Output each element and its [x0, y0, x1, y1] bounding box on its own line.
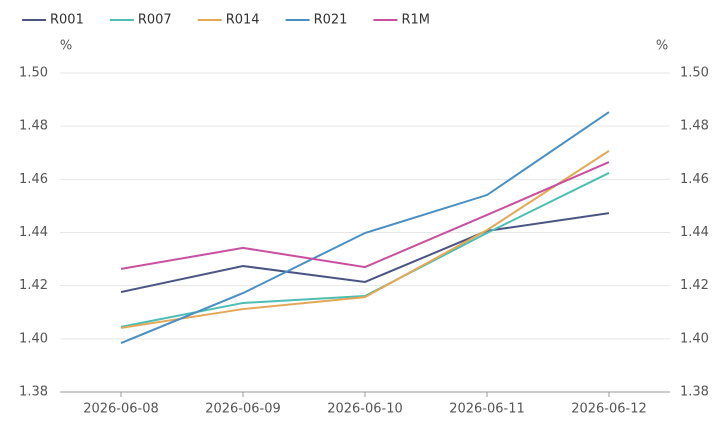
y2-tick-label: 1.48 [680, 119, 709, 134]
series-line [120, 150, 610, 329]
y-tick-label: 1.44 [19, 225, 48, 240]
y2-unit: % [656, 39, 668, 54]
y-tick-label: 1.46 [19, 172, 48, 187]
series-line [120, 212, 610, 294]
legend-label: R007 [138, 13, 172, 28]
legend-label: R1M [401, 13, 430, 28]
series-line [120, 172, 610, 328]
legend: R001 R007 R014 R021 R1M [22, 13, 430, 28]
x-tick-label: 2026-06-11 [449, 402, 525, 417]
y-tick-label: 1.50 [19, 66, 48, 81]
y-tick-label: 1.42 [19, 278, 48, 293]
y2-tick-label: 1.40 [680, 331, 709, 346]
y2-tick-label: 1.44 [680, 225, 709, 240]
y2-tick-label: 1.42 [680, 278, 709, 293]
legend-label: R001 [50, 13, 84, 28]
x-tick-label: 2026-06-09 [205, 402, 281, 417]
y-tick-label: 1.40 [19, 331, 48, 346]
series-line [120, 111, 610, 345]
x-tick-label: 2026-06-12 [571, 402, 647, 417]
legend-label: R021 [314, 13, 348, 28]
y2-tick-label: 1.50 [680, 66, 709, 81]
legend-label: R014 [226, 13, 260, 28]
x-tick-label: 2026-06-08 [83, 402, 159, 417]
y-unit: % [60, 39, 72, 54]
y-tick-label: 1.38 [19, 385, 48, 400]
series-line [120, 161, 610, 270]
x-tick-label: 2026-06-10 [327, 402, 403, 417]
y2-tick-label: 1.38 [680, 385, 709, 400]
y2-tick-label: 1.46 [680, 172, 709, 187]
y-tick-label: 1.48 [19, 119, 48, 134]
